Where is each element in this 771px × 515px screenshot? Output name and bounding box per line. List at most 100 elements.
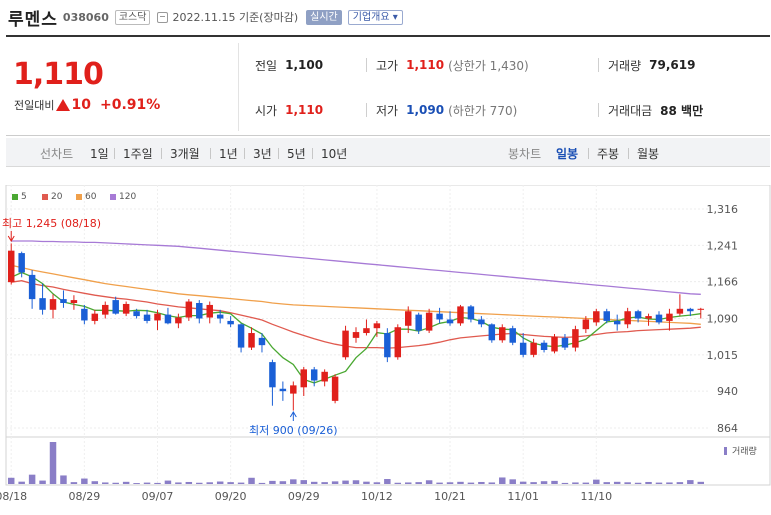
volume-bar [290,479,297,484]
stock-code: 038060 [62,10,109,24]
divider [366,103,367,117]
prev-close: 전일 1,100 [255,57,323,73]
divider [628,148,629,159]
volume-bar [81,478,88,484]
up-arrow-icon [56,99,71,111]
open-value: 1,110 [285,103,324,117]
upper-limit: (상한가 1,430) [448,58,529,73]
candle-body [216,314,224,319]
volume-bar [415,482,422,484]
stock-name: 루멘스 [8,9,58,30]
candle-body [373,323,381,329]
min-arrow-head [289,411,297,418]
candle-body [467,306,475,320]
candle-body [593,311,600,323]
volume-bar [634,482,642,484]
volume-bar [624,482,631,484]
x-tick-label: 09/07 [142,490,174,503]
volume-bar [530,482,537,484]
candle-body [196,302,203,319]
volume-bar [425,480,433,484]
volume-bar [540,481,548,484]
volume-bar [300,480,307,484]
candle-body [321,371,328,382]
candle-body [290,385,297,394]
candle-body [540,342,548,350]
candle-body [7,250,15,283]
volume-bar [405,482,412,484]
candle-body [551,336,558,352]
volume-label: 거래량 [608,58,642,73]
volume-bar [561,482,569,484]
legend-label: 60 [85,192,97,202]
change-label: 전일대비 [14,99,55,112]
candle-body [509,328,516,343]
legend-swatch [110,194,116,200]
candle-body [185,301,193,318]
divider [244,148,245,159]
candle-monthly-button[interactable]: 월봉 [637,147,660,161]
volume-bar [185,481,193,484]
realtime-button[interactable]: 실시간 [306,9,342,25]
divider [238,43,239,131]
candle-body [39,298,46,310]
x-tick-label: 10/12 [361,490,393,503]
volume-bar [227,482,234,484]
volume-bar [28,474,36,484]
period-3y-button[interactable]: 3년 [253,147,272,161]
candle-body [279,388,287,392]
legend-label: 5 [21,192,27,202]
y-tick-label: 1,316 [707,203,739,216]
volume: 거래량 79,619 [608,57,695,73]
volume-bar [478,481,485,484]
volume-bar [582,482,590,484]
candle-chart-label: 봉차트 [508,147,542,161]
candle-body [133,311,140,317]
candle-body [530,342,537,355]
volume-bar [499,477,506,484]
y-tick-label: 864 [717,422,738,435]
divider [588,148,589,159]
candle-body [143,314,151,321]
period-3m-button[interactable]: 3개월 [170,147,200,161]
volume-bar [572,482,579,484]
candle-body [582,319,590,330]
ma-line-ma120 [11,240,701,295]
volume-bar [446,482,454,484]
volume-bar [154,482,161,484]
legend-label: 20 [51,192,63,202]
candle-body [81,308,88,321]
candle-body [687,308,694,312]
candle-body [457,306,464,324]
volume-bar [237,482,245,484]
prev-close-value: 1,100 [285,58,324,72]
period-1w-button[interactable]: 1주일 [123,147,153,161]
y-tick-label: 1,241 [707,239,739,252]
volume-bar [363,481,370,484]
volume-bar [279,481,287,484]
company-info-dropdown[interactable]: 기업개요 ▾ [347,9,403,25]
candle-weekly-button[interactable]: 주봉 [597,147,620,161]
period-5y-button[interactable]: 5년 [287,147,306,161]
candle-body [645,316,652,319]
y-tick-label: 1,015 [707,349,739,362]
volume-bar [49,442,57,484]
candle-body [436,313,443,320]
divider [161,148,162,159]
volume-value: 79,619 [649,58,696,72]
volume-bar [384,479,391,484]
candle-body [70,300,78,303]
quote-date: 2022.11.15 기준(장마감) [172,11,299,24]
candle-daily-button[interactable]: 일봉 [556,147,579,161]
period-10y-button[interactable]: 10년 [321,147,348,161]
x-tick-label: 09/29 [288,490,320,503]
max-arrow-head [7,235,15,242]
candle-body [613,320,621,325]
volume-bar [645,481,652,484]
candle-body [175,317,182,324]
period-1y-button[interactable]: 1년 [219,147,238,161]
volume-bar [331,481,339,484]
volume-bar [457,481,464,484]
period-1d-button[interactable]: 1일 [90,147,109,161]
volume-label: 거래량 [732,445,757,457]
